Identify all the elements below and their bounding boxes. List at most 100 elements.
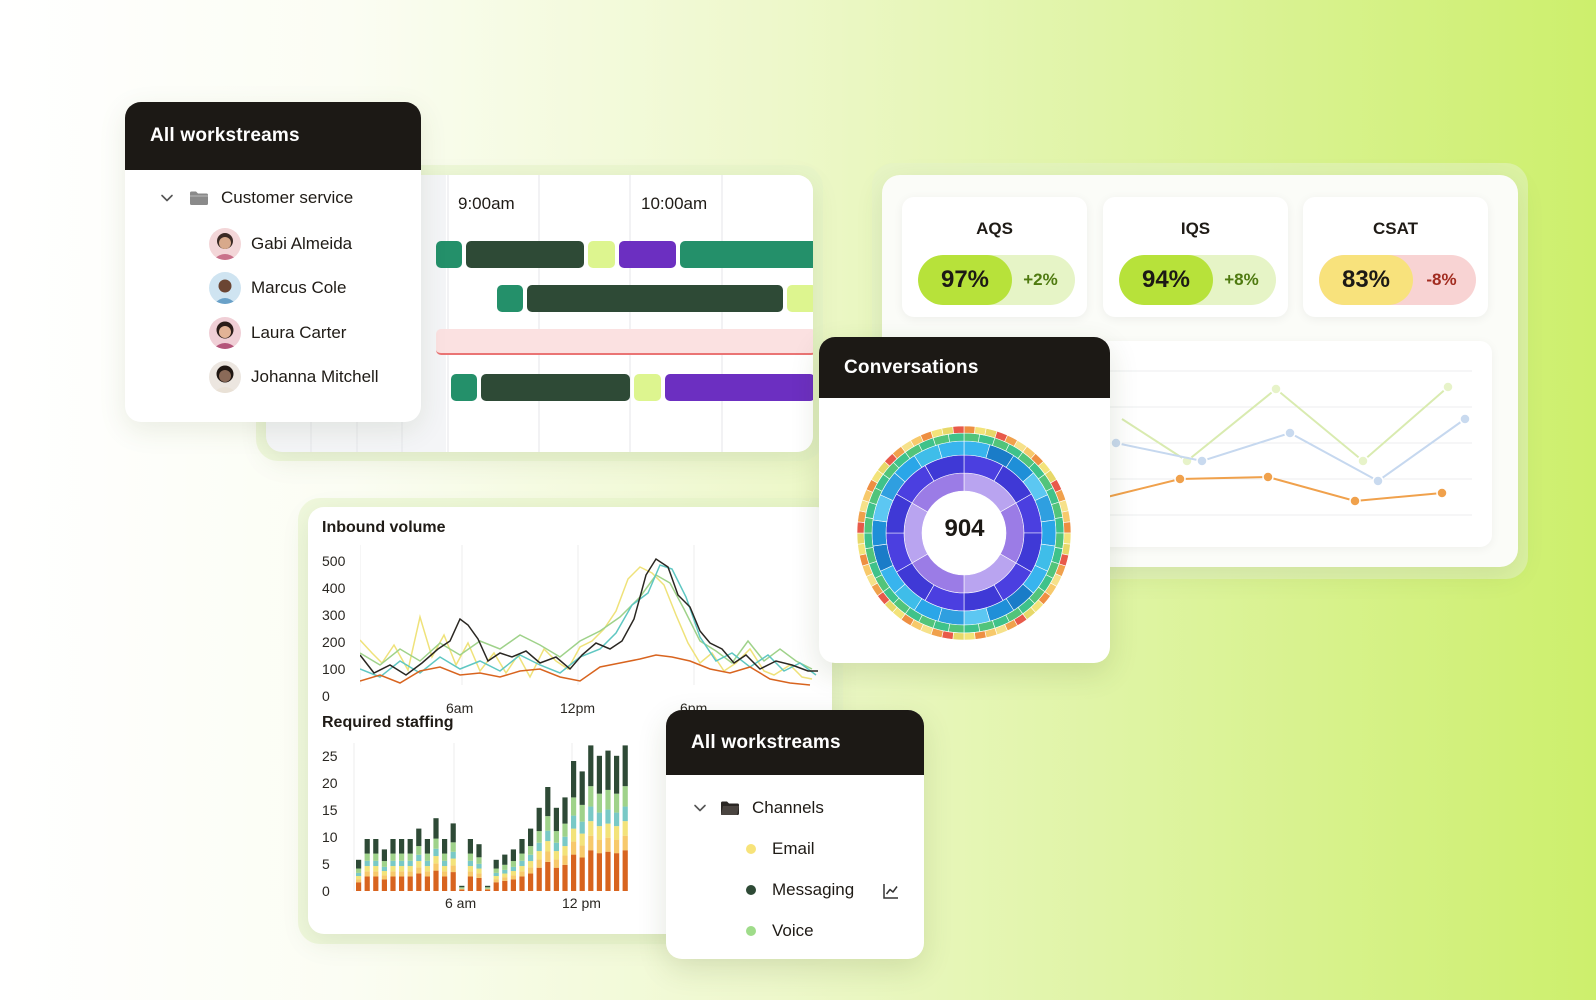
staffing-bar-segment xyxy=(381,861,387,867)
agent-row[interactable]: Laura Carter xyxy=(209,317,346,349)
staffing-bar-segment xyxy=(485,887,491,889)
staffing-bar-segment xyxy=(416,861,422,868)
staffing-bar-segment xyxy=(622,806,628,822)
staffing-bar-segment xyxy=(433,838,439,849)
staffing-bars xyxy=(356,745,628,891)
tree-group-label: Channels xyxy=(752,798,824,817)
staffing-bar-segment xyxy=(528,873,534,891)
shift-block[interactable] xyxy=(634,374,661,401)
staffing-bar-segment xyxy=(390,860,396,867)
staffing-bar-segment xyxy=(614,812,620,827)
channel-label: Email xyxy=(772,839,815,858)
staffing-bar-segment xyxy=(373,853,379,861)
agent-row[interactable]: Johanna Mitchell xyxy=(209,361,379,393)
staffing-bar-segment xyxy=(476,868,482,874)
kpi-tile[interactable]: CSAT 83% -8% xyxy=(1303,197,1488,317)
staffing-bar-segment xyxy=(467,853,473,861)
kpi-delta: +8% xyxy=(1224,270,1259,289)
shift-block[interactable] xyxy=(451,374,477,401)
staffing-bar-segment xyxy=(528,854,534,862)
trend-line-orange xyxy=(1106,475,1443,503)
shift-block[interactable] xyxy=(619,241,676,268)
y-tick: 5 xyxy=(322,856,330,872)
staffing-bar-segment xyxy=(553,867,559,891)
shift-block[interactable] xyxy=(497,285,523,312)
staffing-bar-segment xyxy=(442,853,448,861)
shift-block[interactable] xyxy=(665,374,813,401)
staffing-bar-segment xyxy=(373,866,379,872)
kpi-tile[interactable]: AQS 97% +2% xyxy=(902,197,1087,317)
channel-row-email[interactable]: Email xyxy=(746,839,815,859)
sunburst-segment xyxy=(1061,543,1071,556)
time-off-block[interactable] xyxy=(436,329,813,355)
staffing-bar-segment xyxy=(519,853,525,861)
staffing-bar-segment xyxy=(528,828,534,847)
staffing-bar-segment xyxy=(459,889,465,891)
trend-point xyxy=(1459,413,1471,425)
shift-block[interactable] xyxy=(680,241,813,268)
agent-row[interactable]: Gabi Almeida xyxy=(209,228,352,260)
staffing-bar-segment xyxy=(476,873,482,878)
staffing-bar-segment xyxy=(605,789,611,810)
tree-group-channels[interactable]: Channels xyxy=(692,798,824,818)
shift-block[interactable] xyxy=(466,241,584,268)
staffing-bar-segment xyxy=(390,866,396,872)
staffing-bar-segment xyxy=(356,872,362,877)
shift-block[interactable] xyxy=(787,285,813,312)
staffing-bar-segment xyxy=(356,859,362,869)
staffing-bar-segment xyxy=(596,826,602,840)
staffing-bar-segment xyxy=(579,804,585,822)
trend-point xyxy=(1357,455,1369,467)
staffing-bar-segment xyxy=(571,815,577,829)
staffing-bar-segment xyxy=(442,866,448,872)
staffing-bar-segment xyxy=(399,866,405,872)
kpi-pill: 97% +2% xyxy=(918,255,1075,305)
trend-point xyxy=(1174,473,1186,485)
channel-row-messaging[interactable]: Messaging xyxy=(746,880,854,900)
staffing-bar-segment xyxy=(442,871,448,877)
staffing-bar-segment xyxy=(571,854,577,891)
chevron-down-icon[interactable] xyxy=(692,800,708,816)
staffing-bar-segment xyxy=(433,856,439,864)
staffing-bar-segment xyxy=(579,845,585,858)
staffing-bar-segment xyxy=(562,836,568,847)
staffing-bar-segment xyxy=(467,866,473,872)
kpi-tile[interactable]: IQS 94% +8% xyxy=(1103,197,1288,317)
staffing-bar-segment xyxy=(553,831,559,843)
tree-group-customer-service[interactable]: Customer service xyxy=(159,188,353,208)
staffing-bar-segment xyxy=(588,786,594,807)
staffing-bar-segment xyxy=(485,885,491,888)
sunburst-segment xyxy=(941,426,954,436)
y-tick: 10 xyxy=(322,829,338,845)
staffing-bar-segment xyxy=(399,876,405,891)
chevron-down-icon[interactable] xyxy=(159,190,175,206)
y-tick: 20 xyxy=(322,775,338,791)
agent-row[interactable]: Marcus Cole xyxy=(209,272,346,304)
staffing-bar-segment xyxy=(390,853,396,861)
staffing-bar-segment xyxy=(442,860,448,867)
staffing-bar-segment xyxy=(459,887,465,889)
shift-block[interactable] xyxy=(481,374,630,401)
staffing-bar-segment xyxy=(450,823,456,843)
staffing-bar-segment xyxy=(459,889,465,890)
trend-point xyxy=(1270,383,1282,395)
staffing-bar-segment xyxy=(356,876,362,880)
shift-block[interactable] xyxy=(527,285,783,312)
staffing-bar-segment xyxy=(442,839,448,854)
inbound-volume-title: Inbound volume xyxy=(322,519,446,536)
staffing-bar-segment xyxy=(364,853,370,861)
channel-row-voice[interactable]: Voice xyxy=(746,921,814,941)
shift-block[interactable] xyxy=(436,241,462,268)
sunburst-segment xyxy=(948,623,965,634)
sunburst-segment xyxy=(952,425,965,434)
x-tick: 12 pm xyxy=(562,895,601,911)
staffing-bar-segment xyxy=(476,857,482,864)
staffing-bar-segment xyxy=(536,831,542,843)
staffing-bar-segment xyxy=(381,849,387,862)
staffing-bar-segment xyxy=(579,833,585,846)
chart-line-icon[interactable] xyxy=(882,882,900,900)
staffing-bar-segment xyxy=(588,745,594,787)
staffing-bar-segment xyxy=(381,871,387,876)
shift-block[interactable] xyxy=(588,241,615,268)
staffing-bar-segment xyxy=(433,863,439,871)
